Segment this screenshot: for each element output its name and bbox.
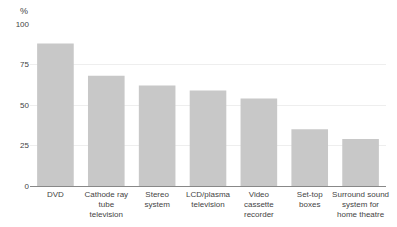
svg-text:Videocassetterecorder: Videocassetterecorder <box>244 190 274 220</box>
svg-text:Cathode raytubetelevision: Cathode raytubetelevision <box>84 190 128 220</box>
svg-text:25: 25 <box>20 141 29 150</box>
svg-text:Set-topboxes: Set-topboxes <box>297 190 323 209</box>
svg-text:0: 0 <box>25 182 30 191</box>
svg-text:75: 75 <box>20 60 29 69</box>
svg-text:%: % <box>20 6 28 16</box>
svg-text:Surround soundsystem forhome t: Surround soundsystem forhome theatre <box>332 190 389 220</box>
svg-text:50: 50 <box>20 101 29 110</box>
svg-text:LCD/plasmatelevision: LCD/plasmatelevision <box>186 190 231 209</box>
svg-text:100: 100 <box>16 20 30 29</box>
svg-text:DVD: DVD <box>47 190 64 199</box>
svg-text:Stereosystem: Stereosystem <box>144 190 170 209</box>
